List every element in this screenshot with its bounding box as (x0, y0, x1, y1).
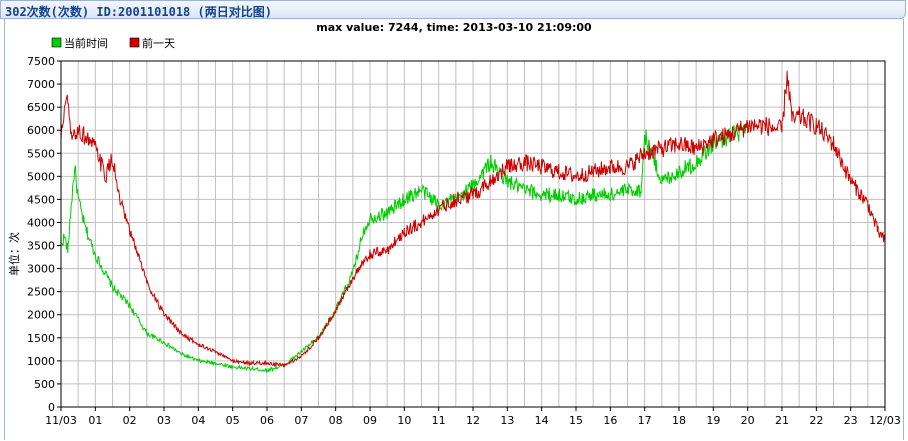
x-tick-label: 15 (569, 414, 583, 427)
y-tick-label: 1000 (27, 355, 55, 368)
y-tick-label: 2000 (27, 309, 55, 322)
x-tick-label: 20 (741, 414, 755, 427)
legend-label-today: 当前时间 (64, 36, 108, 50)
series-lines (60, 70, 886, 374)
x-tick-label: 04 (191, 414, 205, 427)
y-tick-label: 4000 (27, 216, 55, 229)
x-tick-label: 23 (844, 414, 858, 427)
x-tick-label: 10 (397, 414, 411, 427)
x-tick-label: 08 (329, 414, 343, 427)
y-tick-label: 2500 (27, 286, 55, 299)
y-tick-label: 6000 (27, 124, 55, 137)
y-ticks: 0 500 1000 1500 2000 2500 3000 3500 4000 4500 5000… (27, 55, 61, 414)
x-tick-label: 03 (157, 414, 171, 427)
x-tick-label: 22 (809, 414, 823, 427)
x-tick-label: 01 (88, 414, 102, 427)
y-tick-label: 6500 (27, 101, 55, 114)
panel-header: 302次数(次数) ID:2001101018 (两日对比图) (0, 0, 906, 19)
y-tick-label: 0 (48, 401, 55, 414)
x-tick-label: 21 (775, 414, 789, 427)
x-tick-label: 02 (123, 414, 137, 427)
chart-area: max value: 7244, time: 2013-03-10 21:09:… (4, 19, 904, 440)
chart-title: max value: 7244, time: 2013-03-10 21:09:… (316, 21, 592, 34)
x-tick-label: 18 (672, 414, 686, 427)
x-tick-label: 17 (638, 414, 652, 427)
x-tick-label: 14 (535, 414, 549, 427)
line-chart: max value: 7244, time: 2013-03-10 21:09:… (7, 21, 901, 427)
x-tick-label: 05 (226, 414, 240, 427)
legend: 当前时间 前一天 (51, 36, 175, 50)
x-tick-label: 09 (363, 414, 377, 427)
x-tick-label: 13 (500, 414, 514, 427)
x-tick-label: 12 (466, 414, 480, 427)
y-tick-label: 7000 (27, 78, 55, 91)
legend-swatch-today (51, 37, 62, 48)
x-tick-label: 07 (294, 414, 308, 427)
x-tick-label: 11/03 (45, 414, 77, 427)
x-tick-label: 19 (706, 414, 720, 427)
plot-frame (60, 60, 886, 408)
x-ticks: 11/03 01 02 03 04 05 06 07 08 09 10 11 12 13 14 15 16 17 1… (45, 407, 901, 427)
legend-label-yesterday: 前一天 (142, 36, 175, 50)
series-line-yesterday (60, 70, 886, 368)
x-tick-label: 16 (603, 414, 617, 427)
y-axis-label: 单位：次 (7, 232, 21, 276)
panel-title: 302次数(次数) ID:2001101018 (两日对比图) (5, 5, 272, 19)
y-tick-label: 4500 (27, 193, 55, 206)
y-tick-label: 7500 (27, 55, 55, 68)
x-tick-label: 06 (260, 414, 274, 427)
y-tick-label: 3500 (27, 240, 55, 253)
x-tick-label: 12/03 (869, 414, 901, 427)
y-tick-label: 1500 (27, 332, 55, 345)
y-tick-label: 5500 (27, 147, 55, 160)
y-tick-label: 5000 (27, 170, 55, 183)
series-line-today (60, 122, 749, 374)
y-tick-label: 500 (34, 378, 55, 391)
y-tick-label: 3000 (27, 263, 55, 276)
legend-swatch-yesterday (129, 37, 140, 48)
x-tick-label: 11 (432, 414, 446, 427)
